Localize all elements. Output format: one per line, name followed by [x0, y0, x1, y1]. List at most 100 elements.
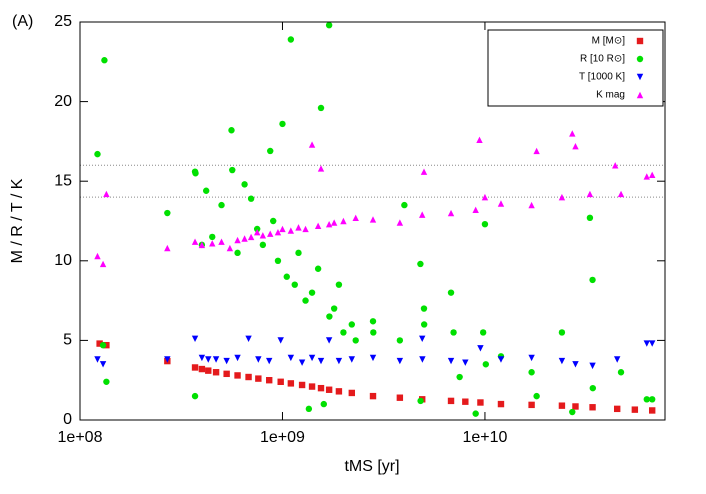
point: [572, 142, 579, 150]
point: [287, 36, 295, 43]
point: [198, 365, 206, 373]
point: [401, 201, 408, 209]
point: [298, 359, 306, 366]
point: [228, 127, 235, 134]
point: [192, 170, 199, 177]
point: [330, 219, 338, 226]
point: [558, 402, 566, 409]
point: [643, 173, 650, 180]
point: [229, 166, 236, 174]
point: [234, 354, 241, 362]
point: [267, 147, 274, 155]
legend-marker: [636, 91, 644, 99]
point: [164, 209, 171, 217]
point: [198, 241, 206, 249]
point: [330, 305, 338, 312]
point: [234, 236, 241, 244]
point: [96, 340, 103, 347]
point: [279, 120, 286, 128]
point: [558, 357, 566, 365]
point: [528, 201, 535, 209]
x-axis-label: tMS [yr]: [344, 458, 399, 475]
y-tick-label: 25: [54, 13, 72, 30]
point: [326, 313, 333, 320]
point: [277, 378, 284, 385]
point: [528, 354, 535, 362]
point: [497, 400, 505, 408]
point: [223, 357, 230, 365]
point: [479, 329, 487, 336]
point: [103, 378, 110, 385]
point: [335, 281, 343, 288]
point: [103, 190, 110, 198]
point: [164, 356, 171, 363]
y-axis-label: M / R / T / K: [9, 178, 26, 263]
point: [417, 260, 424, 268]
point: [648, 340, 656, 347]
legend-marker: [636, 37, 644, 45]
point: [305, 405, 313, 413]
point: [277, 337, 284, 344]
point: [447, 209, 455, 217]
point: [253, 228, 261, 236]
legend-label: K mag: [596, 90, 625, 101]
point: [218, 201, 225, 209]
point: [191, 364, 199, 371]
point: [456, 373, 463, 381]
legend-box: [487, 29, 664, 107]
point: [589, 404, 596, 411]
point: [589, 384, 597, 392]
point: [247, 233, 255, 241]
point: [370, 329, 377, 336]
point: [274, 228, 282, 236]
point: [396, 337, 404, 344]
point: [308, 383, 316, 390]
point: [266, 377, 273, 384]
point: [202, 187, 210, 194]
point: [325, 337, 333, 344]
point: [528, 401, 535, 409]
point: [586, 214, 594, 222]
point: [94, 252, 101, 260]
point: [267, 230, 274, 237]
point: [477, 345, 484, 352]
point: [270, 217, 277, 225]
point: [352, 337, 359, 344]
point: [308, 354, 316, 362]
point: [279, 225, 286, 233]
point: [308, 289, 316, 296]
point: [617, 369, 625, 376]
point: [325, 21, 333, 29]
point: [223, 370, 230, 378]
point: [302, 225, 309, 233]
point: [205, 356, 212, 363]
point: [101, 57, 108, 64]
point: [212, 369, 220, 376]
point: [209, 233, 216, 241]
point: [241, 235, 248, 242]
legend-marker: [636, 73, 644, 81]
point: [477, 399, 484, 406]
point: [447, 357, 455, 365]
x-tick-label: 1e+10: [462, 429, 507, 446]
point: [572, 403, 579, 410]
point: [476, 136, 483, 144]
point: [314, 265, 322, 272]
point: [340, 329, 347, 336]
point: [317, 165, 325, 172]
point: [481, 220, 489, 228]
point: [255, 356, 262, 363]
legend-label: T [1000 K]: [579, 72, 625, 83]
point: [450, 329, 457, 336]
chart-title: (A): [12, 13, 33, 30]
point: [245, 335, 252, 343]
point: [396, 357, 404, 365]
legend-marker: [636, 55, 644, 63]
point: [648, 171, 656, 179]
point: [558, 329, 566, 336]
point: [352, 214, 359, 222]
point: [643, 340, 650, 347]
point: [472, 410, 479, 417]
point: [497, 356, 505, 363]
